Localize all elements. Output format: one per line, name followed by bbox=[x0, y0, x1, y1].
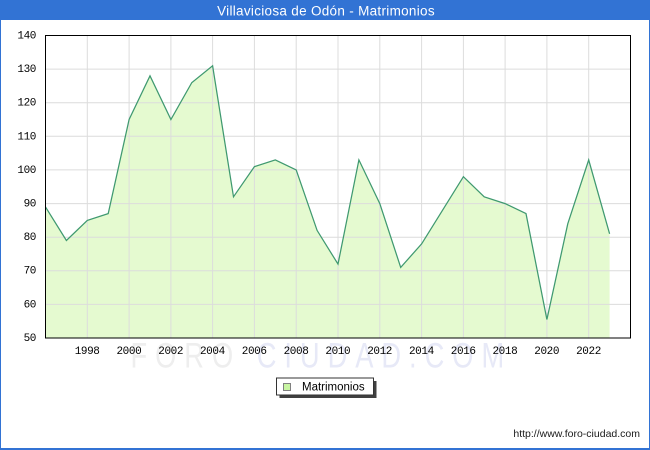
svg-text:2012: 2012 bbox=[367, 346, 392, 358]
svg-text:2020: 2020 bbox=[534, 346, 559, 358]
svg-text:2014: 2014 bbox=[409, 346, 435, 358]
svg-text:2004: 2004 bbox=[200, 346, 226, 358]
svg-text:120: 120 bbox=[17, 98, 36, 110]
svg-text:1998: 1998 bbox=[75, 346, 100, 358]
svg-text:140: 140 bbox=[17, 31, 36, 43]
svg-text:70: 70 bbox=[24, 266, 36, 278]
svg-text:60: 60 bbox=[24, 299, 36, 311]
svg-text:110: 110 bbox=[17, 131, 36, 143]
svg-text:2018: 2018 bbox=[492, 346, 517, 358]
svg-text:2016: 2016 bbox=[451, 346, 476, 358]
svg-text:Villaviciosa de Odón - Matrimo: Villaviciosa de Odón - Matrimonios bbox=[217, 3, 435, 18]
svg-text:2006: 2006 bbox=[242, 346, 267, 358]
svg-text:FORO CIUDAD.COM: FORO CIUDAD.COM bbox=[131, 336, 513, 375]
svg-text:90: 90 bbox=[24, 199, 36, 211]
svg-text:Matrimonios: Matrimonios bbox=[302, 382, 365, 394]
svg-text:2022: 2022 bbox=[576, 346, 601, 358]
svg-text:http://www.foro-ciudad.com: http://www.foro-ciudad.com bbox=[513, 428, 640, 440]
svg-text:2000: 2000 bbox=[116, 346, 141, 358]
svg-text:80: 80 bbox=[24, 232, 36, 244]
svg-text:130: 130 bbox=[17, 64, 36, 76]
svg-text:2008: 2008 bbox=[284, 346, 309, 358]
svg-text:100: 100 bbox=[17, 165, 36, 177]
svg-text:2002: 2002 bbox=[158, 346, 183, 358]
svg-text:50: 50 bbox=[24, 333, 36, 345]
svg-text:2010: 2010 bbox=[325, 346, 350, 358]
